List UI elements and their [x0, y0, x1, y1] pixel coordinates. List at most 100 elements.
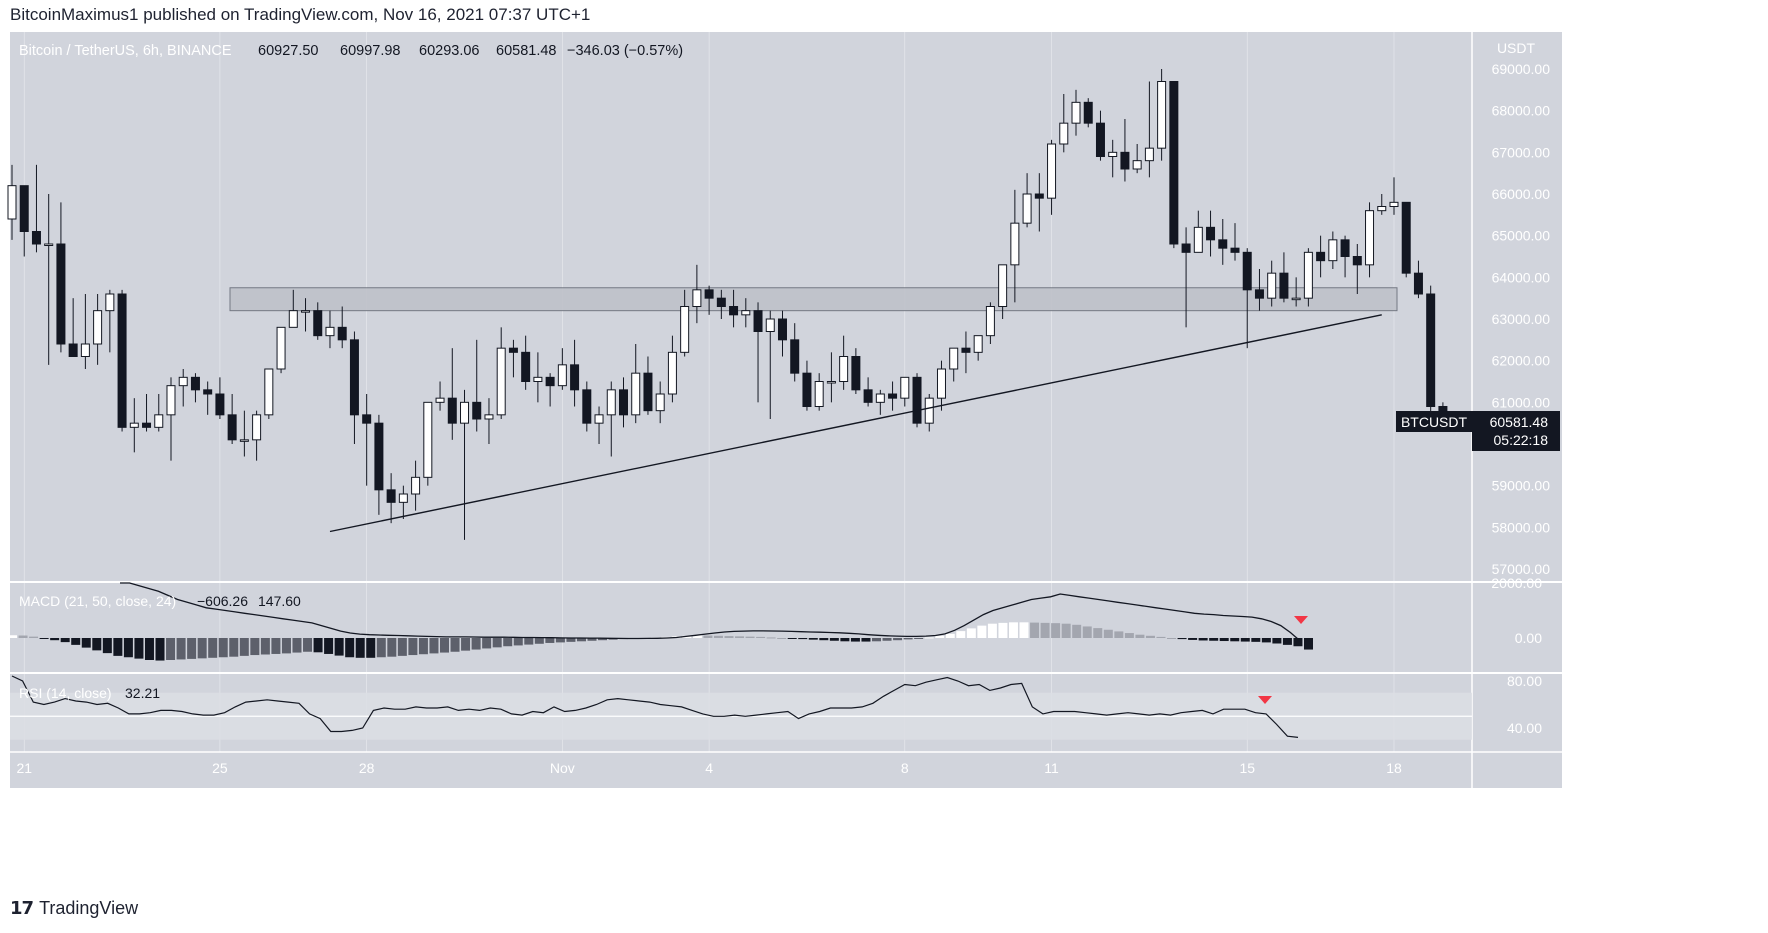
- candle-body: [398, 493, 408, 503]
- candle-body: [313, 310, 323, 337]
- macd-histogram-bar: [292, 638, 302, 653]
- time-tick-label: 4: [705, 760, 713, 776]
- candle-body: [814, 381, 824, 407]
- macd-histogram-bar: [777, 638, 787, 639]
- macd-histogram-bar: [503, 638, 513, 647]
- macd-histogram-bar: [176, 638, 186, 660]
- rsi-layer: [10, 675, 1472, 740]
- macd-histogram-bar: [387, 638, 397, 657]
- candle-body: [1181, 243, 1191, 253]
- candle-body: [1303, 251, 1313, 299]
- legend-low: 60293.06: [419, 43, 479, 59]
- candle-body: [1010, 222, 1020, 266]
- candle-body: [631, 372, 641, 416]
- candle-body: [19, 185, 29, 233]
- candle-body: [863, 389, 873, 403]
- candle-body: [178, 376, 188, 387]
- tradingview-logo-icon: 𝟭𝟳: [10, 898, 34, 918]
- macd-histogram-bar: [840, 638, 850, 642]
- macd-histogram-bar: [1282, 638, 1292, 645]
- macd-label[interactable]: MACD (21, 50, close, 24): [19, 593, 176, 609]
- candle-body: [924, 397, 934, 424]
- macd-histogram-bar: [713, 635, 723, 638]
- candle-body: [1328, 239, 1338, 262]
- macd-histogram-bar: [766, 637, 776, 639]
- macd-pane[interactable]: [10, 582, 1472, 672]
- rsi-line: [11, 675, 1299, 738]
- candle-body: [1144, 147, 1154, 162]
- candle-body: [252, 414, 262, 441]
- candle-body: [961, 347, 971, 353]
- time-tick-label: 18: [1386, 760, 1402, 776]
- candle-body: [288, 310, 298, 328]
- macd-histogram-bar: [144, 638, 154, 660]
- price-tick-label: 62000.00: [1492, 353, 1551, 369]
- macd-histogram-bar: [893, 638, 903, 641]
- candle-body: [594, 414, 604, 424]
- macd-histogram-bar: [756, 636, 766, 638]
- price-tick-label: 57000.00: [1492, 561, 1551, 577]
- publisher-line: BitcoinMaximus1 published on TradingView…: [10, 5, 591, 24]
- rsi-tick-label: 40.00: [1507, 720, 1542, 736]
- candle-body: [1218, 239, 1228, 249]
- macd-histogram-bar: [703, 635, 713, 638]
- candle-body: [301, 310, 311, 313]
- macd-histogram-bar: [123, 638, 133, 658]
- macd-histogram-bar: [471, 638, 481, 650]
- macd-histogram-bar: [1293, 638, 1303, 647]
- macd-histogram-bar: [1156, 636, 1166, 638]
- macd-histogram-bar: [187, 638, 197, 659]
- candle-body: [154, 414, 164, 428]
- candles-layer: [7, 69, 1448, 540]
- candle-body: [790, 339, 800, 374]
- macd-histogram-bar: [798, 638, 808, 640]
- macd-histogram-bar: [271, 638, 281, 654]
- macd-histogram-bar: [956, 631, 966, 638]
- macd-histogram-bar: [366, 638, 376, 658]
- candle-body: [460, 401, 470, 424]
- price-tick-label: 66000.00: [1492, 186, 1551, 202]
- candle-body: [1193, 226, 1203, 253]
- macd-histogram-bar: [598, 638, 608, 641]
- macd-histogram-bar: [492, 638, 502, 648]
- macd-bearish-arrow-icon: [1294, 616, 1308, 624]
- macd-histogram-bar: [1051, 623, 1061, 638]
- macd-histogram-bar: [29, 636, 39, 638]
- macd-histogram-bar: [903, 638, 913, 640]
- candle-body: [411, 476, 421, 495]
- price-tick-label: 69000.00: [1492, 61, 1551, 77]
- time-tick-label: 15: [1239, 760, 1255, 776]
- candle-body: [619, 389, 628, 416]
- rsi-label[interactable]: RSI (14, close): [19, 685, 112, 701]
- macd-histogram-bar: [461, 638, 471, 651]
- price-axis[interactable]: [1472, 32, 1562, 752]
- candle-body: [1267, 272, 1277, 299]
- macd-layer: [8, 582, 1313, 661]
- legend-symbol[interactable]: Bitcoin / TetherUS, 6h, BINANCE: [19, 43, 232, 59]
- footer-brand[interactable]: 𝟭𝟳 TradingView: [10, 898, 138, 919]
- macd-histogram-bar: [397, 638, 407, 656]
- macd-histogram-bar: [482, 638, 492, 649]
- candle-body: [802, 372, 812, 407]
- candle-body: [912, 376, 922, 424]
- candle-body: [851, 356, 861, 391]
- candle-body: [239, 439, 249, 442]
- macd-histogram-bar: [1145, 635, 1155, 638]
- candle-body: [606, 389, 616, 416]
- time-axis[interactable]: [10, 752, 1562, 788]
- candle-body: [655, 393, 665, 412]
- candle-body: [741, 310, 751, 316]
- macd-histogram-bar: [576, 638, 586, 642]
- candle-body: [435, 397, 445, 403]
- candle-body: [508, 347, 518, 353]
- macd-histogram-bar: [1030, 622, 1040, 638]
- candle-body: [1169, 81, 1179, 245]
- macd-histogram-bar: [1240, 638, 1250, 642]
- candle-body: [1132, 160, 1142, 170]
- macd-histogram-bar: [429, 638, 439, 654]
- candle-body: [900, 376, 910, 399]
- price-tick-label: 64000.00: [1492, 269, 1551, 285]
- price-tag-value: 60581.48: [1490, 414, 1549, 430]
- candle-body: [423, 401, 433, 478]
- macd-histogram-bar: [166, 638, 176, 660]
